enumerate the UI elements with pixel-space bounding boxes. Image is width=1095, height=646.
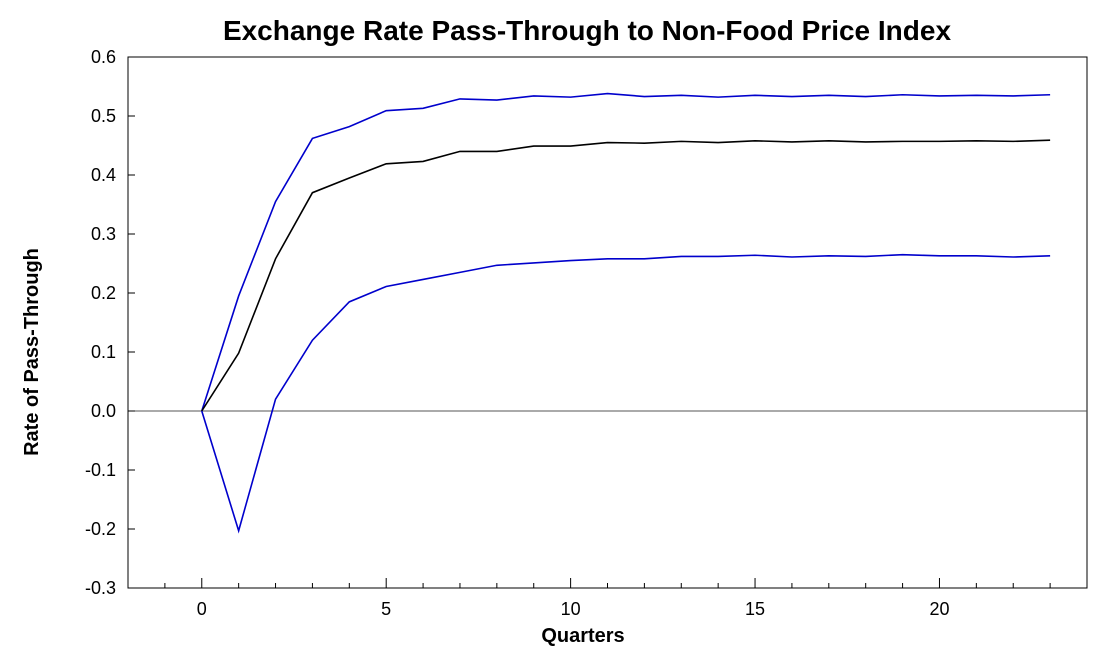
y-tick-label: 0.6 xyxy=(91,47,116,67)
series-line-3 xyxy=(201,253,1051,534)
y-tick-label: 0.1 xyxy=(91,342,116,362)
x-tick-label: 20 xyxy=(929,599,949,619)
chart-title: Exchange Rate Pass-Through to Non-Food P… xyxy=(223,15,952,46)
y-tick-label: 0.2 xyxy=(91,283,116,303)
y-tick-label: -0.1 xyxy=(85,460,116,480)
x-axis-label: Quarters xyxy=(541,625,624,646)
series-line-2 xyxy=(201,139,1051,412)
series-line-1 xyxy=(201,92,1051,412)
y-axis-label: Rate of Pass-Through xyxy=(21,248,43,456)
plot-area: -0.3 -0.2 -0.1 0.0 0.1 0.2 0.3 0.4 0.5 0.6 0 5 10 15 2… xyxy=(85,47,1088,619)
y-tick-label: 0.5 xyxy=(91,106,116,126)
y-tick-label: 0.3 xyxy=(91,224,116,244)
x-tick-label: 15 xyxy=(745,599,765,619)
y-tick-label: -0.2 xyxy=(85,519,116,539)
plot-frame xyxy=(127,56,1088,589)
x-tick-label: 10 xyxy=(561,599,581,619)
y-tick-label: -0.3 xyxy=(85,578,116,598)
x-tick-label: 0 xyxy=(197,599,207,619)
x-tick-label: 5 xyxy=(381,599,391,619)
y-tick-label: 0.0 xyxy=(91,401,116,421)
y-tick-label: 0.4 xyxy=(91,165,116,185)
